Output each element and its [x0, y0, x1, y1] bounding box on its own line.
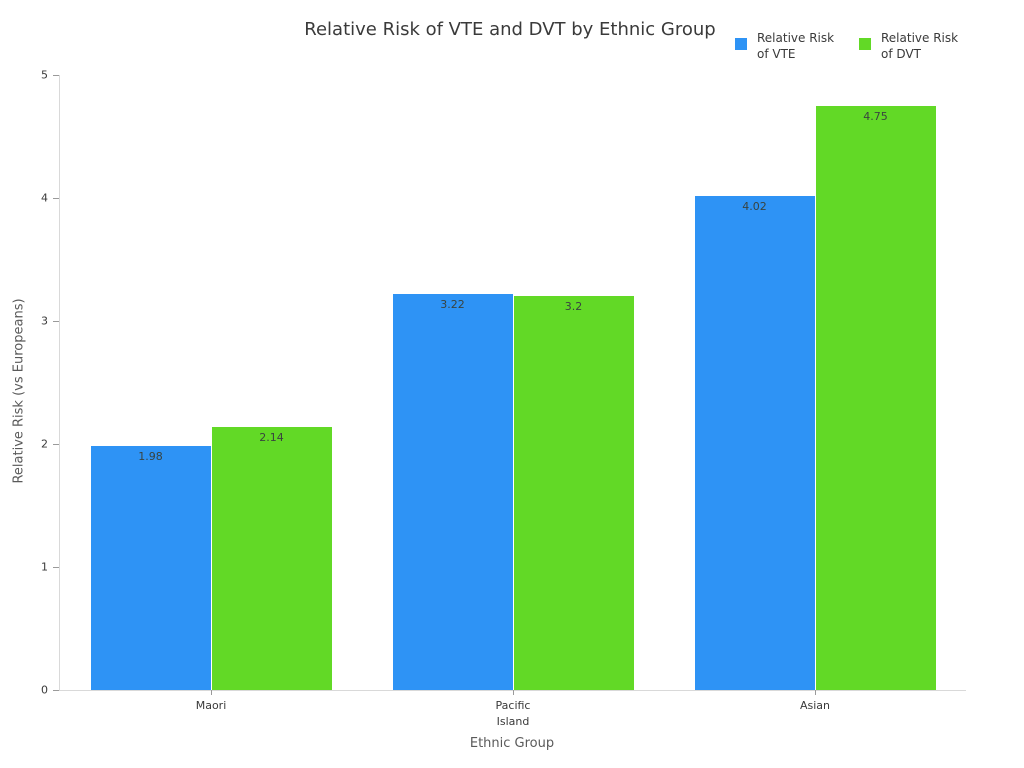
bar-vte-pacific-island[interactable] [392, 293, 513, 690]
x-tick-mark [512, 690, 514, 695]
y-tick-mark [53, 443, 59, 445]
x-tick-label: Maori [195, 699, 227, 712]
legend-swatch-icon [859, 38, 871, 50]
y-tick-label: 2 [41, 437, 48, 451]
y-tick-label: 4 [41, 191, 48, 205]
legend-item-vte[interactable]: Relative Risk of VTE [735, 30, 837, 62]
y-tick-label: 5 [41, 68, 48, 82]
bar-dvt-pacific-island[interactable] [513, 296, 634, 690]
legend-item-label: Relative Risk of VTE [757, 31, 835, 62]
bar-value-label: 2.14 [259, 430, 284, 444]
y-tick-label: 3 [41, 314, 48, 328]
x-tick-label: Asian [799, 699, 831, 712]
bar-value-label: 3.22 [440, 297, 465, 311]
chart-title: Relative Risk of VTE and DVT by Ethnic G… [304, 19, 716, 40]
y-tick-mark [53, 197, 59, 199]
bar-value-label: 4.75 [863, 109, 888, 123]
legend-swatch-icon [735, 38, 747, 50]
legend-item-label: Relative Risk of DVT [881, 31, 959, 62]
y-tick-mark [53, 74, 59, 76]
bar-vte-asian[interactable] [694, 195, 815, 690]
y-tick-mark [53, 320, 59, 322]
bar-dvt-maori[interactable] [211, 426, 332, 690]
bar-value-label: 1.98 [138, 450, 163, 464]
bar-vte-maori[interactable] [90, 446, 211, 690]
y-tick-mark [53, 689, 59, 691]
legend-item-dvt[interactable]: Relative Risk of DVT [859, 30, 961, 62]
bar-value-label: 4.02 [742, 199, 767, 213]
x-axis-title: Ethnic Group [469, 736, 555, 751]
y-tick-label: 1 [41, 560, 48, 574]
bar-value-label: 3.2 [564, 300, 583, 314]
bar-dvt-asian[interactable] [815, 105, 936, 690]
legend: Relative Risk of VTE Relative Risk of DVT [735, 30, 961, 62]
plot-area: 0 1 2 3 4 5 1.98 2.14 Maori 3.22 3.2 Pacific Island… [41, 69, 966, 728]
y-axis-title: Relative Risk (vs Europeans) [11, 298, 27, 484]
x-tick-label: Pacific Island [495, 699, 531, 728]
x-tick-mark [210, 690, 212, 695]
y-tick-mark [53, 566, 59, 568]
y-tick-label: 0 [41, 683, 48, 697]
x-tick-mark [814, 690, 816, 695]
